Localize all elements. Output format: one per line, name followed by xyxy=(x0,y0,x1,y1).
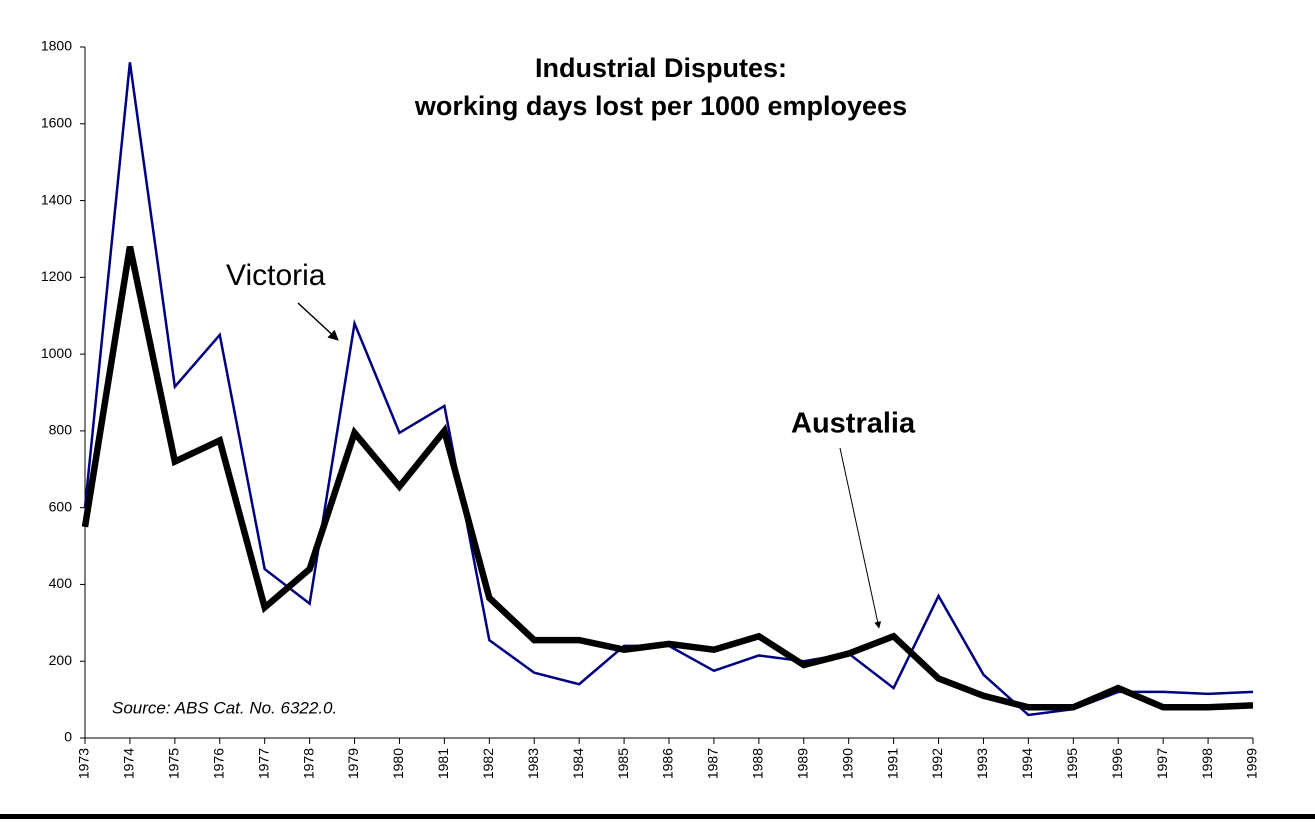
y-tick-label: 1200 xyxy=(41,268,72,284)
annotation-arrow xyxy=(297,302,339,341)
y-tick-label: 1800 xyxy=(41,38,72,54)
y-tick-label: 800 xyxy=(49,422,73,438)
annotation-arrow xyxy=(839,447,882,629)
x-tick-label: 1987 xyxy=(705,748,721,779)
series-line xyxy=(81,245,1254,711)
chart-title: Industrial Disputes: xyxy=(535,53,787,83)
x-tick-label: 1974 xyxy=(121,748,137,779)
y-tick-label: 600 xyxy=(49,498,73,514)
y-tick-label: 1000 xyxy=(41,345,72,361)
x-tick-label: 1994 xyxy=(1019,748,1035,779)
x-tick-label: 1986 xyxy=(660,748,676,779)
x-tick-label: 1990 xyxy=(839,748,855,779)
x-tick-label: 1977 xyxy=(255,748,271,779)
source-note: Source: ABS Cat. No. 6322.0. xyxy=(112,698,337,717)
y-tick-label: 400 xyxy=(49,575,73,591)
x-tick-label: 1978 xyxy=(300,748,316,779)
x-tick-label: 1989 xyxy=(794,748,810,779)
y-tick-label: 0 xyxy=(64,729,72,745)
chart-subtitle: working days lost per 1000 employees xyxy=(414,91,907,121)
x-tick-label: 1979 xyxy=(345,748,361,779)
series-annotation: Victoria xyxy=(226,259,326,292)
x-tick-label: 1988 xyxy=(750,748,766,779)
x-tick-label: 1973 xyxy=(76,748,92,779)
x-tick-label: 1976 xyxy=(210,748,226,779)
x-tick-label: 1980 xyxy=(390,748,406,779)
bottom-rule xyxy=(0,814,1315,819)
x-tick-label: 1995 xyxy=(1064,748,1080,779)
x-tick-label: 1983 xyxy=(525,748,541,779)
y-tick-label: 1600 xyxy=(41,114,72,130)
y-tick-label: 1400 xyxy=(41,191,72,207)
y-tick-label: 200 xyxy=(49,652,73,668)
series-line xyxy=(83,62,1254,717)
x-tick-label: 1984 xyxy=(570,748,586,779)
x-tick-label: 1982 xyxy=(480,748,496,779)
x-tick-label: 1992 xyxy=(929,748,945,779)
x-tick-label: 1975 xyxy=(166,748,182,779)
x-tick-label: 1993 xyxy=(974,748,990,779)
x-tick-label: 1991 xyxy=(884,748,900,779)
series-annotation: Australia xyxy=(791,408,916,440)
x-tick-label: 1985 xyxy=(615,748,631,779)
x-tick-label: 1996 xyxy=(1109,748,1125,779)
x-tick-label: 1981 xyxy=(435,748,451,779)
x-tick-label: 1999 xyxy=(1244,748,1260,779)
x-tick-label: 1998 xyxy=(1199,748,1215,779)
x-tick-label: 1997 xyxy=(1154,748,1170,779)
